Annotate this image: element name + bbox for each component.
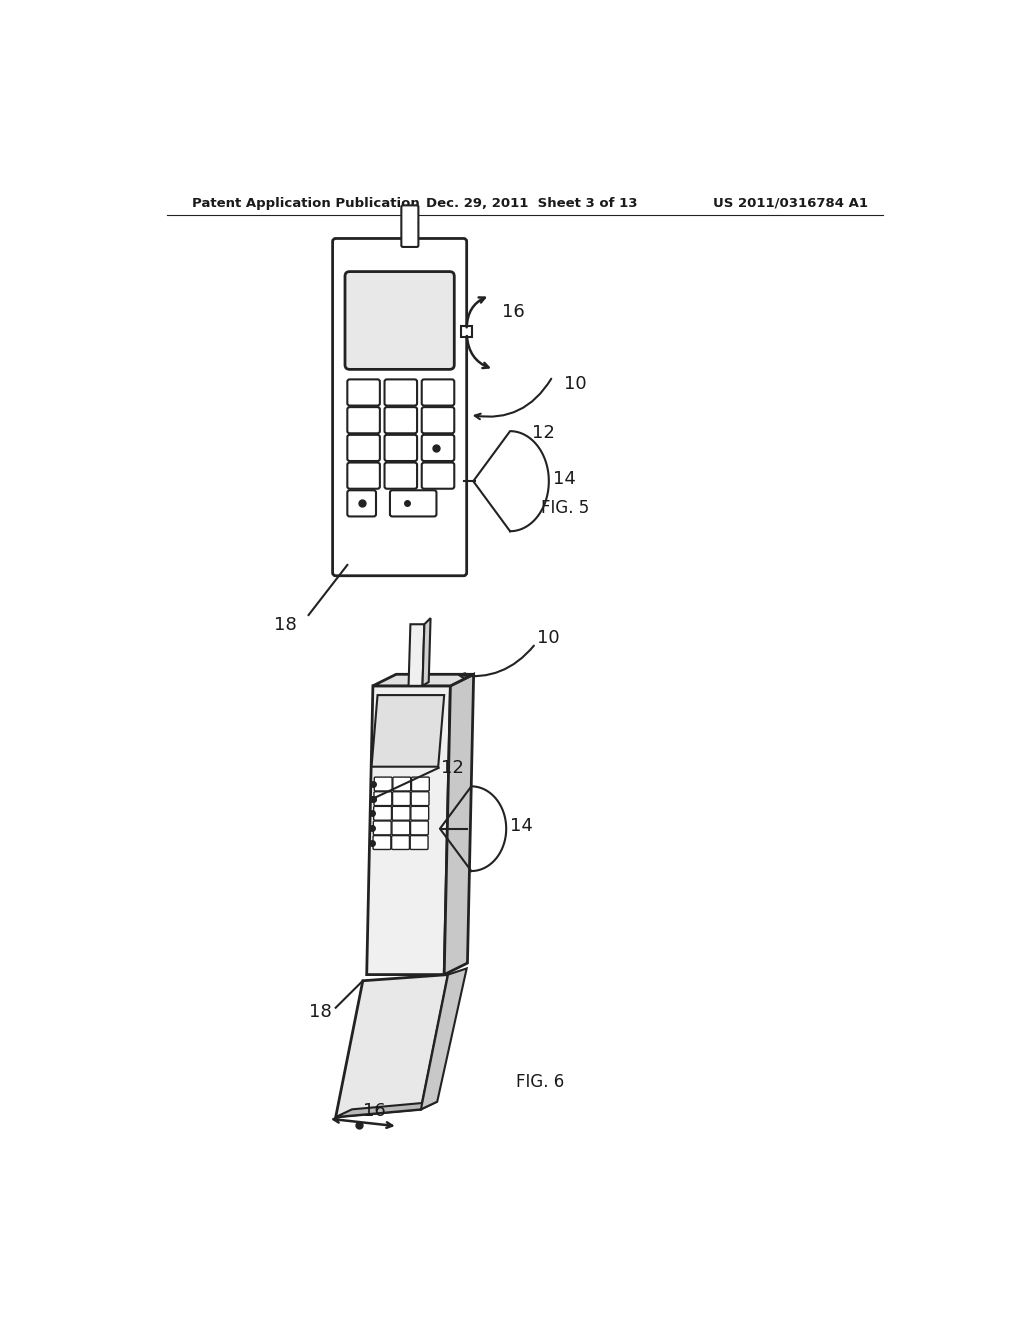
Polygon shape bbox=[336, 1102, 437, 1117]
Text: 12: 12 bbox=[441, 759, 464, 777]
FancyBboxPatch shape bbox=[373, 836, 391, 850]
Text: US 2011/0316784 A1: US 2011/0316784 A1 bbox=[713, 197, 868, 210]
FancyBboxPatch shape bbox=[422, 379, 455, 405]
FancyBboxPatch shape bbox=[345, 272, 455, 370]
Text: 10: 10 bbox=[564, 375, 587, 393]
FancyBboxPatch shape bbox=[375, 777, 392, 791]
FancyBboxPatch shape bbox=[411, 807, 429, 820]
Text: 18: 18 bbox=[308, 1003, 332, 1020]
FancyBboxPatch shape bbox=[333, 239, 467, 576]
Bar bbox=[461, 326, 472, 337]
FancyBboxPatch shape bbox=[374, 821, 391, 834]
FancyBboxPatch shape bbox=[374, 807, 391, 820]
Text: 16: 16 bbox=[502, 304, 524, 321]
Polygon shape bbox=[423, 618, 430, 686]
Polygon shape bbox=[409, 624, 424, 686]
FancyBboxPatch shape bbox=[401, 206, 419, 247]
FancyBboxPatch shape bbox=[385, 462, 417, 488]
FancyBboxPatch shape bbox=[422, 407, 455, 433]
Text: FIG. 6: FIG. 6 bbox=[516, 1073, 564, 1092]
FancyBboxPatch shape bbox=[347, 407, 380, 433]
Text: FIG. 5: FIG. 5 bbox=[541, 499, 590, 517]
FancyBboxPatch shape bbox=[347, 379, 380, 405]
FancyBboxPatch shape bbox=[411, 836, 428, 850]
FancyBboxPatch shape bbox=[411, 821, 428, 834]
Text: Dec. 29, 2011  Sheet 3 of 13: Dec. 29, 2011 Sheet 3 of 13 bbox=[426, 197, 638, 210]
Polygon shape bbox=[373, 675, 474, 686]
FancyBboxPatch shape bbox=[347, 490, 376, 516]
Text: 16: 16 bbox=[362, 1102, 386, 1119]
FancyBboxPatch shape bbox=[347, 462, 380, 488]
Polygon shape bbox=[444, 675, 474, 974]
FancyBboxPatch shape bbox=[385, 407, 417, 433]
Polygon shape bbox=[367, 686, 451, 974]
FancyBboxPatch shape bbox=[393, 777, 411, 791]
FancyBboxPatch shape bbox=[392, 807, 410, 820]
Text: 12: 12 bbox=[531, 424, 555, 441]
FancyBboxPatch shape bbox=[422, 462, 455, 488]
FancyBboxPatch shape bbox=[392, 821, 410, 834]
FancyBboxPatch shape bbox=[374, 792, 392, 805]
Polygon shape bbox=[336, 974, 449, 1117]
Text: Patent Application Publication: Patent Application Publication bbox=[191, 197, 419, 210]
Polygon shape bbox=[372, 696, 444, 767]
Text: 14: 14 bbox=[510, 817, 532, 836]
FancyBboxPatch shape bbox=[412, 777, 429, 791]
Polygon shape bbox=[421, 969, 467, 1109]
FancyBboxPatch shape bbox=[390, 490, 436, 516]
FancyBboxPatch shape bbox=[392, 792, 411, 805]
FancyBboxPatch shape bbox=[385, 379, 417, 405]
FancyBboxPatch shape bbox=[347, 434, 380, 461]
Text: 14: 14 bbox=[553, 470, 575, 488]
FancyBboxPatch shape bbox=[422, 434, 455, 461]
FancyBboxPatch shape bbox=[385, 434, 417, 461]
Text: 10: 10 bbox=[538, 630, 560, 647]
Text: 18: 18 bbox=[273, 616, 297, 634]
FancyBboxPatch shape bbox=[391, 836, 410, 850]
FancyBboxPatch shape bbox=[412, 792, 429, 805]
